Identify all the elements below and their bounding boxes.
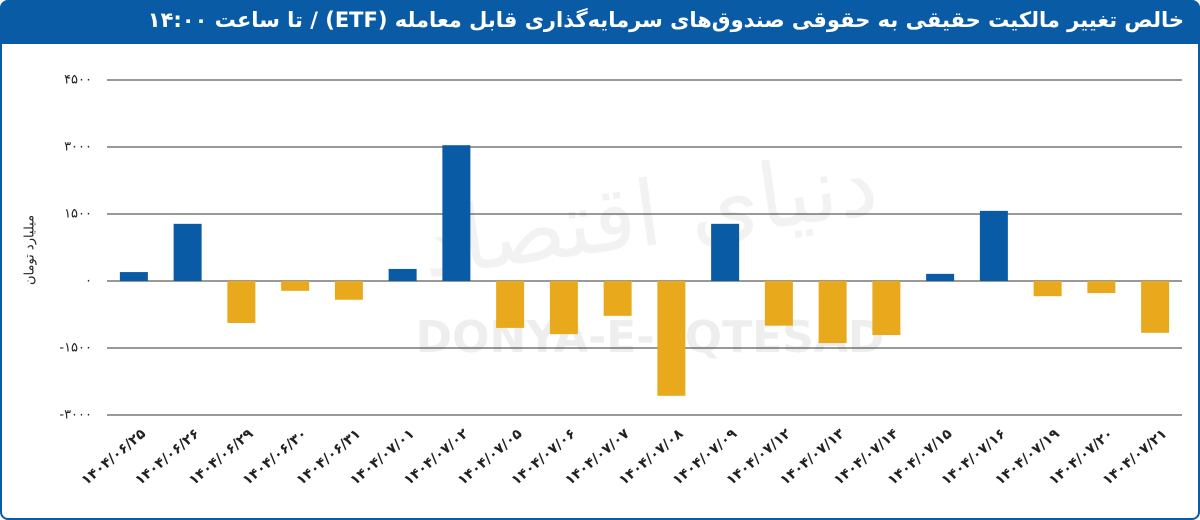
bar [603, 281, 632, 316]
bar [979, 210, 1008, 281]
bar [173, 223, 202, 281]
y-tick-label: -۳۰۰۰ [59, 408, 92, 423]
bar [1033, 281, 1062, 297]
chart-title: خالص تغییر مالکیت حقیقی به حقوقی صندوق‌ه… [147, 8, 1184, 32]
bar [442, 145, 471, 281]
bar [711, 223, 740, 281]
bar [764, 281, 793, 326]
bar [926, 273, 955, 281]
bar [334, 281, 363, 300]
bar [549, 281, 578, 335]
y-tick-label: ۳۰۰۰ [64, 140, 92, 155]
y-tick-label: -۱۵۰۰ [59, 341, 92, 356]
bar [227, 281, 256, 323]
bar [818, 281, 847, 344]
y-tick-label: ۱۵۰۰ [64, 207, 92, 222]
bar [119, 272, 148, 281]
bar [657, 281, 686, 396]
watermark: DONYA-E-EQTESAD [416, 312, 885, 363]
y-tick-label: ۴۵۰۰ [64, 73, 92, 88]
bar [281, 281, 310, 291]
bar [496, 281, 525, 328]
header: خالص تغییر مالکیت حقیقی به حقوقی صندوق‌ه… [0, 0, 1200, 44]
bar [388, 268, 417, 281]
bar [1087, 281, 1116, 294]
bar [872, 281, 901, 336]
y-axis-label: میلیارد تومان [23, 215, 38, 285]
y-tick-label: ۰ [85, 274, 92, 289]
bar [1141, 281, 1170, 333]
